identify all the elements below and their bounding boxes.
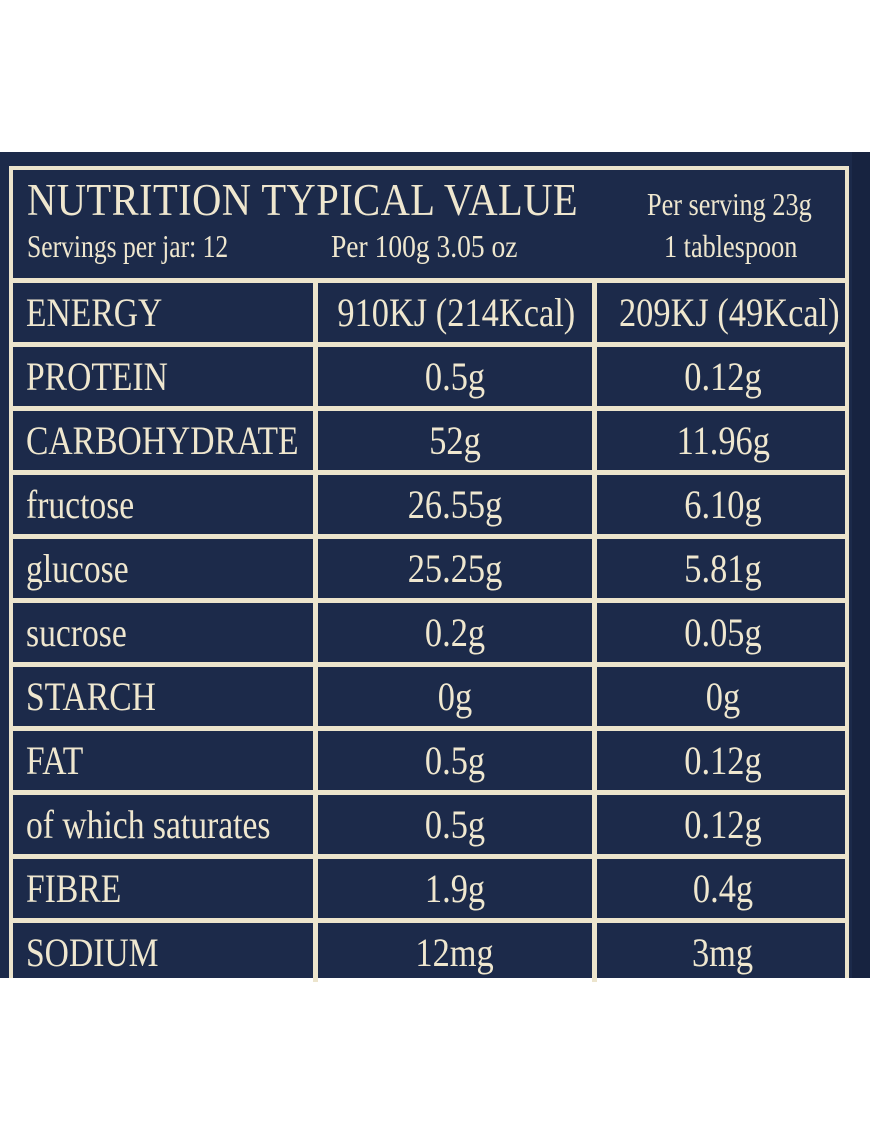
nutrient-name: SODIUM	[26, 930, 159, 975]
table-row: fructose 26.55g 6.10g	[13, 475, 845, 539]
value-per-100g: 1.9g	[313, 859, 597, 918]
table-row: PROTEIN 0.5g 0.12g	[13, 347, 845, 411]
table-row: STARCH 0g 0g	[13, 667, 845, 731]
value-per-serving: 0.05g	[684, 610, 762, 655]
nutrient-name: fructose	[26, 482, 135, 527]
table-row: FAT 0.5g 0.12g	[13, 731, 845, 795]
value-per-serving: 0.12g	[684, 738, 762, 783]
nutrition-label: NUTRITION TYPICAL VALUE Per serving 23g …	[0, 152, 870, 982]
per-100g-heading: Per 100g 3.05 oz	[331, 228, 518, 264]
nutrient-name: CARBOHYDRATE	[26, 418, 299, 463]
table-row: glucose 25.25g 5.81g	[13, 539, 845, 603]
value-per-100g: 25.25g	[313, 539, 597, 598]
value-per-serving: 11.96g	[676, 418, 770, 463]
table-row: sucrose 0.2g 0.05g	[13, 603, 845, 667]
value-per-100g: 0.5g	[313, 731, 597, 790]
value-per-100g: 52g	[313, 411, 597, 470]
table-row: CARBOHYDRATE 52g 11.96g	[13, 411, 845, 475]
nutrient-name: STARCH	[26, 674, 156, 719]
nutrition-title: NUTRITION TYPICAL VALUE	[27, 175, 579, 225]
nutrient-name: FAT	[26, 738, 84, 783]
nutrient-name: FIBRE	[26, 866, 122, 911]
value-per-serving: 0g	[705, 674, 741, 719]
per-serving-heading: Per serving 23g	[647, 186, 812, 222]
nutrient-name: of which saturates	[26, 802, 271, 847]
jar-edge	[852, 152, 870, 978]
nutrient-name: PROTEIN	[26, 354, 168, 399]
table-row: SODIUM 12mg 3mg	[13, 923, 845, 982]
nutrient-name: sucrose	[26, 610, 127, 655]
value-per-100g: 0.5g	[313, 795, 597, 854]
value-per-serving: 6.10g	[684, 482, 762, 527]
nutrient-name: ENERGY	[26, 290, 163, 335]
value-per-serving: 0.4g	[692, 866, 754, 911]
value-per-100g: 0.5g	[313, 347, 597, 406]
nutrient-name: glucose	[26, 546, 129, 591]
table-row: of which saturates 0.5g 0.12g	[13, 795, 845, 859]
value-per-serving: 209KJ (49Kcal)	[618, 290, 840, 335]
table-row: FIBRE 1.9g 0.4g	[13, 859, 845, 923]
value-per-100g: 26.55g	[313, 475, 597, 534]
table-row: ENERGY 910KJ (214Kcal) 209KJ (49Kcal)	[13, 283, 845, 347]
value-per-serving: 3mg	[692, 930, 754, 975]
nutrition-frame: NUTRITION TYPICAL VALUE Per serving 23g …	[9, 166, 849, 982]
value-per-100g: 0g	[313, 667, 597, 726]
value-per-serving: 0.12g	[684, 354, 762, 399]
value-per-serving: 5.81g	[684, 546, 762, 591]
nutrition-table: ENERGY 910KJ (214Kcal) 209KJ (49Kcal) PR…	[13, 278, 845, 982]
value-per-100g: 12mg	[313, 923, 597, 982]
servings-per-jar: Servings per jar: 12	[27, 228, 229, 264]
value-per-100g: 910KJ (214Kcal)	[313, 283, 597, 342]
value-per-100g: 0.2g	[313, 603, 597, 662]
value-per-serving: 0.12g	[684, 802, 762, 847]
nutrition-header: NUTRITION TYPICAL VALUE Per serving 23g …	[13, 170, 845, 278]
serving-unit: 1 tablespoon	[664, 228, 798, 264]
